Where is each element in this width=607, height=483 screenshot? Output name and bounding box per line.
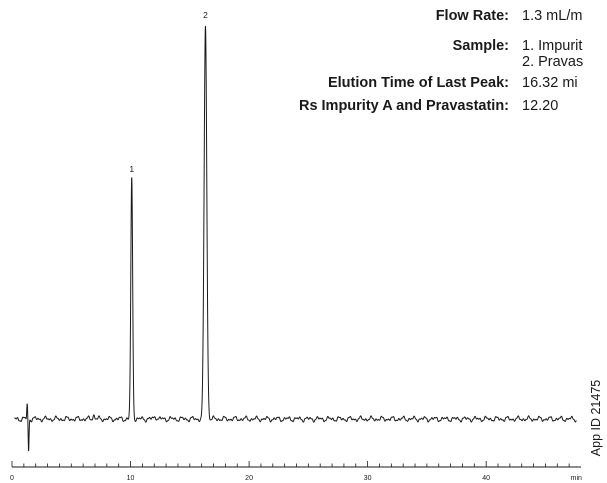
app-id: App ID 21475 — [589, 379, 603, 457]
sample-line-2: 2. Pravas — [522, 54, 584, 70]
x-axis: 0 10 20 30 40 min — [10, 461, 582, 482]
rs-label: Rs Impurity A and Pravastatin: — [298, 98, 509, 114]
x-tick-label: min — [571, 475, 582, 482]
x-tick-label: 20 — [245, 475, 253, 482]
sample-line-1: 1. Impurit — [522, 38, 583, 54]
elution-time-value: 16.32 mi — [522, 75, 578, 91]
x-tick-label: 10 — [127, 475, 135, 482]
peak-label: 2 — [203, 10, 208, 20]
chromatogram-trace — [14, 25, 577, 452]
elution-time-label: Elution Time of Last Peak: — [327, 75, 509, 91]
sample-label: Sample: — [452, 38, 509, 54]
peak-labels: 12 — [129, 10, 208, 174]
flow-rate-label: Flow Rate: — [435, 8, 509, 24]
rs-value: 12.20 — [522, 98, 559, 114]
method-info: Flow Rate: 1.3 mL/m Sample: 1. Impurit 2… — [0, 0, 607, 120]
peak-label: 1 — [129, 164, 134, 174]
x-tick-label: 0 — [10, 475, 14, 482]
x-tick-label: 40 — [482, 475, 490, 482]
flow-rate-value: 1.3 mL/m — [522, 8, 583, 24]
x-tick-label: 30 — [364, 475, 372, 482]
